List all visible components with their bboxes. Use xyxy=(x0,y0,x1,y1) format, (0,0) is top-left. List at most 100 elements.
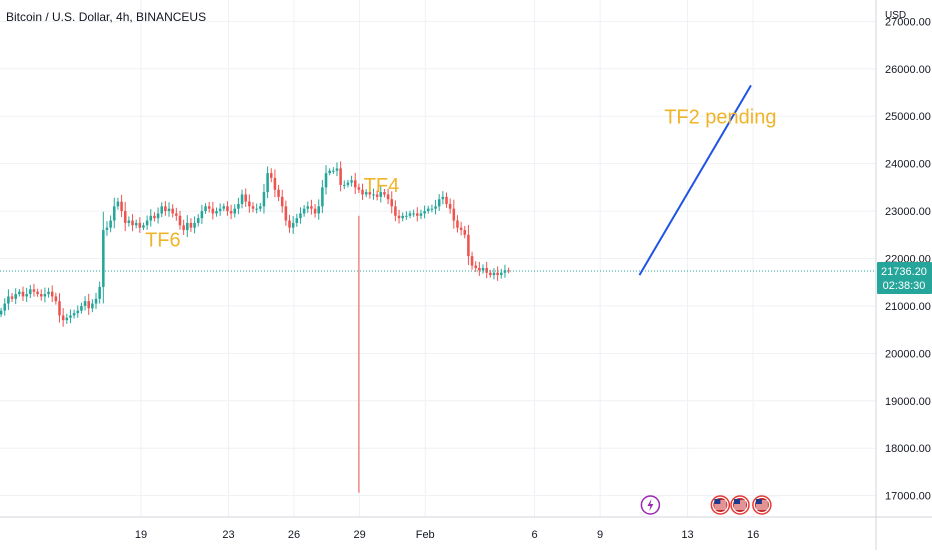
y-tick-label: 27000.00 xyxy=(885,16,931,28)
candle-body xyxy=(350,180,353,183)
us-flag-icon[interactable] xyxy=(730,495,750,515)
candle-body xyxy=(496,272,499,276)
candle-body xyxy=(142,225,145,228)
candle-body xyxy=(467,234,470,257)
candle-body xyxy=(91,303,94,309)
candle-body xyxy=(339,168,342,185)
candle-body xyxy=(248,201,251,207)
candle-body xyxy=(481,267,485,271)
candle-body xyxy=(7,296,10,304)
candle-body xyxy=(503,270,507,273)
candle-body xyxy=(204,206,207,212)
last-price-badge xyxy=(877,262,932,295)
candle-body xyxy=(149,215,153,221)
candle-body xyxy=(164,206,167,212)
candle-body xyxy=(324,173,328,188)
candle-body xyxy=(131,220,134,226)
candle-body xyxy=(83,301,87,306)
candle-body xyxy=(419,213,423,216)
candle-body xyxy=(218,208,222,212)
symbol-title[interactable]: Bitcoin / U.S. Dollar, 4h, BINANCEUS xyxy=(6,10,206,24)
candle-body xyxy=(280,196,284,207)
candle-body xyxy=(277,189,280,197)
candle-body xyxy=(269,173,273,178)
candle-body xyxy=(489,272,492,276)
candle-body xyxy=(485,267,488,273)
candle-body xyxy=(215,211,218,214)
candle-body xyxy=(394,206,397,216)
candle-body xyxy=(21,291,25,297)
candle-body xyxy=(87,301,90,309)
annotation-label: TF6 xyxy=(145,230,181,252)
candle-body xyxy=(390,199,394,207)
candle-body xyxy=(375,194,379,197)
candle-body xyxy=(36,291,39,295)
candle-body xyxy=(138,222,142,228)
y-tick-label: 25000.00 xyxy=(885,111,931,123)
candle-body xyxy=(207,206,211,209)
candle-body xyxy=(474,265,477,268)
candle-body xyxy=(346,182,350,185)
currency-label: USD xyxy=(885,10,906,21)
candle-body xyxy=(50,291,54,297)
candle-body xyxy=(299,213,302,219)
x-tick-label: 9 xyxy=(597,529,603,541)
candle-body xyxy=(310,206,313,209)
candle-body xyxy=(29,289,32,295)
x-tick-label: 26 xyxy=(288,529,300,541)
countdown-label: 02:38:30 xyxy=(883,280,926,292)
us-flag-icon[interactable] xyxy=(752,495,772,515)
event-markers[interactable] xyxy=(640,495,772,515)
candle-body xyxy=(0,310,3,315)
candle-body xyxy=(405,215,408,217)
us-flag-icon-canton xyxy=(755,499,762,504)
candle-body xyxy=(58,301,61,316)
candle-body xyxy=(145,220,149,226)
candle-body xyxy=(430,208,434,210)
candle-body xyxy=(266,173,269,193)
candle-body xyxy=(335,168,339,171)
y-tick-label: 17000.00 xyxy=(885,491,931,503)
candle-body xyxy=(222,206,226,209)
candle-body xyxy=(397,215,401,219)
last-price-label: 21736.20 xyxy=(881,266,927,278)
candle-body xyxy=(160,206,164,214)
candle-body xyxy=(76,310,80,314)
annotation-label: TF2 pending xyxy=(664,106,776,128)
candle-body xyxy=(291,222,295,228)
lightning-icon[interactable] xyxy=(640,495,661,515)
candle-body xyxy=(120,201,123,212)
candle-body xyxy=(284,206,288,221)
candle-body xyxy=(295,218,299,223)
candle-body xyxy=(434,206,437,209)
candle-body xyxy=(167,208,171,212)
candle-body xyxy=(386,194,390,200)
candle-body xyxy=(156,213,160,219)
candle-body xyxy=(401,215,404,219)
candle-body xyxy=(445,196,448,204)
candle-body xyxy=(372,194,375,196)
candle-body xyxy=(251,206,255,209)
candle-body xyxy=(321,187,324,207)
us-flag-icon[interactable] xyxy=(710,495,731,515)
x-tick-label: 6 xyxy=(531,529,537,541)
candle-body xyxy=(226,206,229,212)
candle-body xyxy=(408,213,412,216)
candle-body xyxy=(200,211,204,219)
candle-body xyxy=(463,230,467,235)
candle-body xyxy=(426,208,430,212)
candle-body xyxy=(69,315,72,318)
candle-body xyxy=(109,220,112,228)
candle-body xyxy=(499,272,503,276)
candle-body xyxy=(229,211,233,214)
candle-body xyxy=(507,270,510,272)
lightning-icon-bolt xyxy=(647,499,654,511)
candle-body xyxy=(98,286,101,299)
candle-body xyxy=(193,222,196,228)
candle-body xyxy=(80,305,83,311)
us-flag-icon-canton xyxy=(714,499,721,504)
candle-body xyxy=(412,213,415,215)
candle-body xyxy=(123,211,127,223)
